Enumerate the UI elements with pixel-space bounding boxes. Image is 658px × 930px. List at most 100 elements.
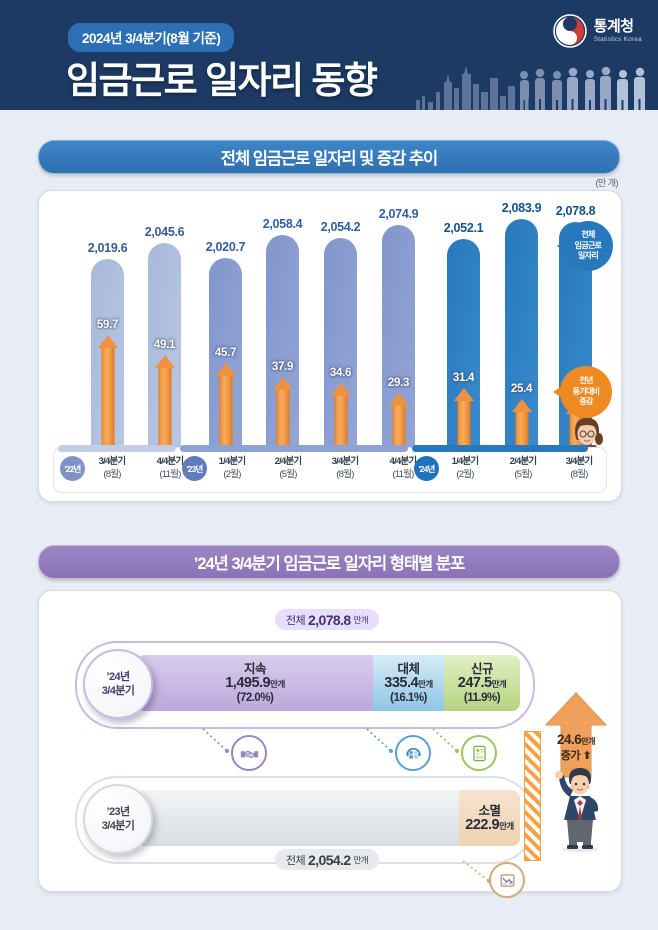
handshake-icon (231, 735, 267, 771)
axis-band-2022 (58, 445, 176, 452)
total-bottom-value: 2,054.2 (308, 851, 351, 868)
year-chip-2024: '24년 (414, 456, 439, 481)
total-bottom-pill: 전체 2,054.2 만개 (275, 849, 380, 870)
arrow-value-1: 49.1 (153, 339, 176, 351)
bar-group-0: 2,019.6 59.7 (88, 241, 128, 455)
row-2023-label-line1: ’23년 (106, 806, 130, 818)
arrow-7: 25.4 (511, 383, 532, 455)
bar-group-3: 2,058.4 37.9 (263, 217, 303, 455)
logo-english-text: Statistics Korea (593, 35, 642, 43)
increase-text: 24.6만개 증가 ⬆ (557, 733, 596, 763)
segment-destroyed-label: 소멸 (478, 803, 501, 818)
axis-tick-6-sub: (2월) (456, 469, 474, 480)
total-bottom-label: 전체 (286, 854, 306, 867)
bar-value-3: 2,058.4 (262, 217, 303, 231)
chart-unit-label: (만 개) (595, 178, 618, 188)
total-top-pill: 전체 2,078.8 만개 (275, 609, 380, 630)
chart-axis: '22년 3/4분기 (8월) 4/4분기 (11월) '23년 1/4분기 (… (53, 445, 607, 493)
row-2024-capsule (75, 641, 535, 729)
axis-tick-1-sub: (11월) (159, 469, 182, 480)
axis-tick-3: 2/4분기 (5월) (262, 455, 314, 481)
segment-prev-base (137, 790, 459, 846)
legend-change-line2: 동기대비 (572, 386, 600, 396)
segment-new-value: 247.5 (457, 674, 492, 691)
arrow-6: 31.4 (453, 372, 474, 455)
arrow-1: 49.1 (154, 339, 175, 455)
segment-destroyed-unit: 만개 (499, 820, 514, 831)
row-2023-label-line2: 3/4분기 (101, 820, 135, 832)
segment-continued-value: 1,495.9 (225, 674, 271, 691)
segment-continued-unit: 만개 (270, 678, 285, 689)
segment-continued: 지속 1,495.9만개 (72.0%) (137, 655, 373, 711)
axis-tick-4-sub: (8월) (336, 469, 354, 480)
man-illustration (555, 768, 599, 852)
section-distribution: ’24년 3/4분기 임금근로 일자리 형태별 분포 (38, 545, 620, 579)
segment-replaced: 대체 335.4만개 (16.1%) (373, 655, 444, 711)
arrow-3: 37.9 (272, 361, 293, 455)
legend-total-tail (557, 239, 567, 253)
arrow-4: 34.6 (330, 367, 351, 455)
bar-group-6: 2,052.1 31.4 (444, 221, 484, 455)
distribution-panel: 전체 2,078.8 만개 ’24년 3/4분기 지속 1,495.9만개 (7… (38, 590, 622, 898)
bar-group-4: 2,054.2 34.6 (321, 220, 361, 455)
segment-destroyed: 소멸 222.9만개 (459, 790, 520, 846)
axis-tick-2-main: 1/4분기 (218, 456, 246, 467)
bar-group-5: 2,074.9 29.3 (379, 207, 419, 455)
bar-group-1: 2,045.6 49.1 (145, 225, 185, 455)
axis-tick-3-sub: (5월) (279, 469, 297, 480)
logo-korean-text: 통계청 (593, 17, 634, 35)
arrow-5: 29.3 (388, 377, 409, 455)
axis-tick-2: 1/4분기 (2월) (206, 455, 258, 481)
axis-tick-7: 2/4분기 (5월) (497, 455, 549, 481)
decline-chart-icon (489, 862, 525, 898)
legend-total-line3: 일자리 (578, 251, 599, 261)
segment-new-label: 신규 (470, 661, 494, 676)
row-2024-label-line1: ’24년 (106, 671, 130, 683)
axis-tick-8: 3/4분기 (8월) (553, 455, 605, 481)
axis-tick-4-main: 3/4분기 (331, 456, 359, 467)
arrow-value-3: 37.9 (271, 361, 294, 373)
axis-tick-7-main: 2/4분기 (509, 456, 537, 467)
increase-up-icon: ⬆ (582, 750, 592, 762)
axis-band-2023 (180, 445, 408, 452)
report-period-badge: 2024년 3/4분기(8월 기준) (68, 23, 235, 52)
arrow-value-4: 34.6 (329, 367, 352, 379)
axis-tick-7-sub: (5월) (514, 469, 532, 480)
segment-new-unit: 만개 (491, 678, 507, 689)
axis-tick-5-sub: (11월) (392, 469, 415, 480)
legend-change-tail (553, 385, 563, 399)
axis-band-2024 (412, 445, 588, 452)
segment-replaced-value: 335.4 (384, 674, 419, 691)
segment-new: 신규 247.5만개 (11.9%) (444, 655, 520, 711)
page-title: 임금근로 일자리 동향 (66, 60, 378, 101)
axis-tick-2-sub: (2월) (223, 469, 241, 480)
axis-tick-4: 3/4분기 (8월) (319, 455, 371, 481)
page-header: 2024년 3/4분기(8월 기준) 임금근로 일자리 동향 통계청 Stati… (0, 0, 658, 110)
row-2024-label-line2: 3/4분기 (101, 685, 135, 697)
axis-tick-6: 1/4분기 (2월) (439, 455, 491, 481)
bar-value-8: 2,078.8 (555, 204, 596, 218)
axis-tick-0-sub: (8월) (103, 469, 121, 480)
connector-lines (202, 728, 459, 753)
axis-tick-3-main: 2/4분기 (274, 456, 302, 467)
section-trend-title: 전체 임금근로 일자리 및 증감 추이 (38, 140, 620, 174)
skyline-illustration (416, 66, 645, 110)
section-distribution-title: ’24년 3/4분기 임금근로 일자리 형태별 분포 (38, 545, 620, 579)
legend-total-line1: 전체 (581, 230, 595, 240)
statistics-korea-logo: 통계청 Statistics Korea (552, 14, 642, 48)
increase-label: 증가 (560, 750, 581, 762)
axis-tick-8-sub: (8월) (570, 469, 588, 480)
axis-tick-1: 4/4분기 (11월) (144, 455, 196, 481)
arrow-value-7: 25.4 (510, 383, 533, 395)
segment-replaced-pct: (16.1%) (390, 691, 427, 704)
increase-unit: 만개 (581, 737, 596, 746)
arrow-value-2: 45.7 (214, 347, 237, 359)
taegeuk-logo-icon (552, 14, 587, 48)
segment-continued-label: 지속 (243, 661, 267, 676)
bar-chart: 2,019.6 59.7 2,045.6 49.1 2,020.7 (39, 191, 621, 501)
year-chip-2022: '22년 (60, 456, 85, 481)
total-top-unit: 만개 (353, 614, 369, 625)
bar-value-6: 2,052.1 (443, 221, 484, 235)
legend-change-line1: 전년 (579, 376, 593, 386)
hatched-bracket (524, 731, 541, 861)
